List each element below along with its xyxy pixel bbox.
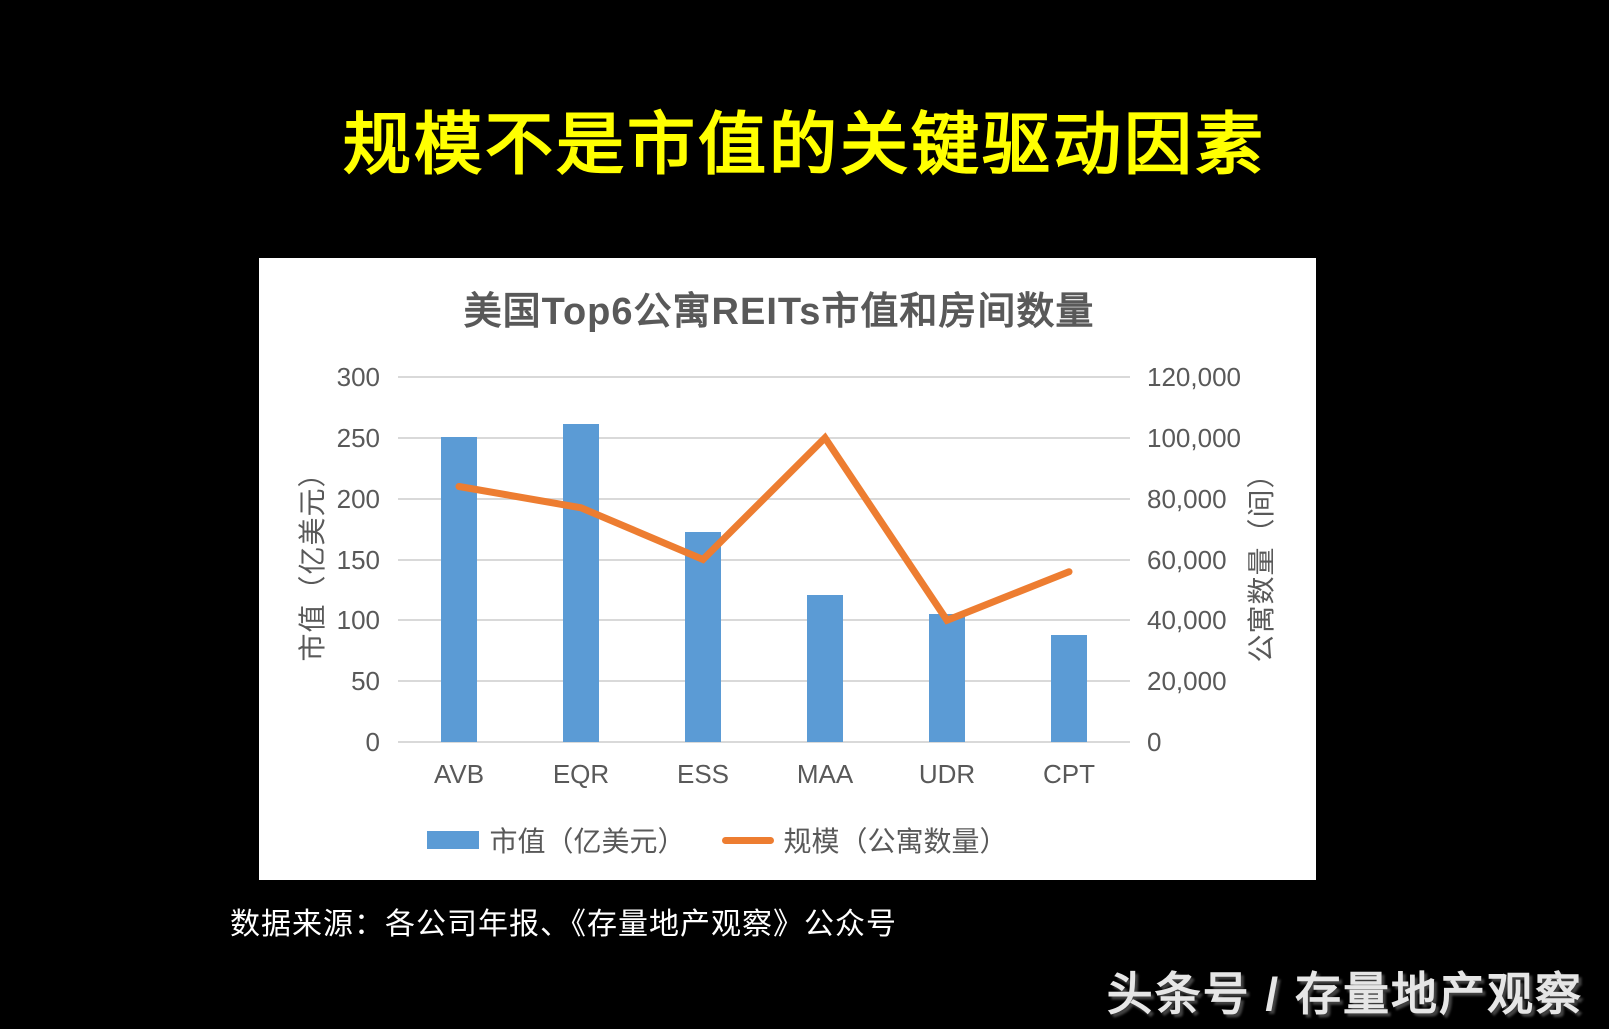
- scale-line-layer: [455, 432, 1073, 625]
- watermark: 头条号 / 存量地产观察: [1106, 968, 1583, 1020]
- left-axis-tick-label: 100: [336, 605, 380, 636]
- left-axis-tick-label: 0: [365, 727, 380, 757]
- left-axis-tick-label: 250: [336, 422, 380, 453]
- right-axis-tick-label: 0: [1147, 727, 1162, 757]
- gridline: [398, 680, 1130, 683]
- left-axis-tick-label: 300: [336, 362, 380, 392]
- chart-title: 美国Top6公寓REITs市值和房间数量: [463, 291, 1095, 333]
- category-label-avb: AVB: [433, 759, 485, 789]
- category-label-eqr: EQR: [552, 759, 610, 789]
- right-axis-tick-label: 100,000: [1147, 422, 1241, 453]
- legend-line-swatch-icon: [721, 836, 774, 844]
- category-label-cpt: CPT: [1043, 759, 1095, 789]
- source-note: 数据来源：各公司年报、《存量地产观察》公众号: [230, 908, 897, 941]
- chart-panel: 美国Top6公寓REITs市值和房间数量 市值（亿美元） 公寓数量（间） 市值（…: [259, 258, 1316, 880]
- bar-eqr: [563, 424, 599, 742]
- right-axis-tick-label: 120,000: [1147, 362, 1241, 392]
- gridline: [398, 376, 1130, 378]
- bar-udr: [929, 614, 965, 742]
- bar-ess: [685, 531, 721, 742]
- left-axis-tick-label: 200: [336, 483, 380, 514]
- right-axis-tick-label: 80,000: [1147, 483, 1227, 514]
- bar-cpt: [1051, 634, 1087, 742]
- gridline: [398, 436, 1130, 439]
- right-axis-tick-label: 20,000: [1147, 666, 1227, 697]
- chart-legend: 市值（亿美元） 规模（公寓数量）: [189, 820, 1246, 860]
- scale-line: [455, 432, 1073, 625]
- bar-maa: [807, 594, 843, 742]
- right-axis-tick-label: 40,000: [1147, 605, 1227, 636]
- gridline: [398, 558, 1130, 561]
- legend-bar-label: 市值（亿美元）: [489, 826, 686, 857]
- plot-area: [398, 376, 1130, 743]
- category-label-ess: ESS: [676, 759, 730, 789]
- gridline: [398, 741, 1130, 743]
- left-axis-tick-label: 50: [351, 666, 380, 697]
- category-label-maa: MAA: [796, 759, 854, 789]
- legend-line-label: 规模（公寓数量）: [783, 826, 1008, 857]
- category-label-udr: UDR: [918, 759, 976, 789]
- right-axis-tick-label: 60,000: [1147, 544, 1227, 575]
- legend-bar-swatch-icon: [427, 831, 480, 849]
- right-axis-title: 公寓数量（间）: [1246, 459, 1277, 663]
- left-axis-tick-label: 150: [336, 544, 380, 575]
- gridline: [398, 619, 1130, 622]
- slide-title: 规模不是市值的关键驱动因素: [342, 107, 1266, 183]
